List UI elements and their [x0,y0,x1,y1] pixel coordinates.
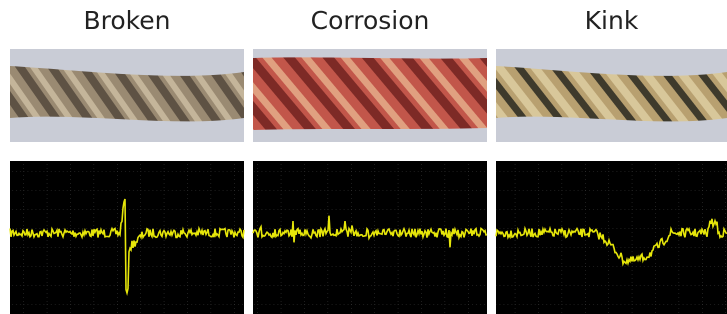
panel-title: Kink [585,6,639,35]
scopes [10,161,727,314]
figure: Broken Corrosion Kink [0,0,727,314]
panel-title: Broken [84,6,171,35]
scope-grid [496,161,727,314]
titles: Broken Corrosion Kink [84,6,639,35]
rope [253,57,487,130]
panel-title: Corrosion [311,6,430,35]
photos [10,49,727,142]
